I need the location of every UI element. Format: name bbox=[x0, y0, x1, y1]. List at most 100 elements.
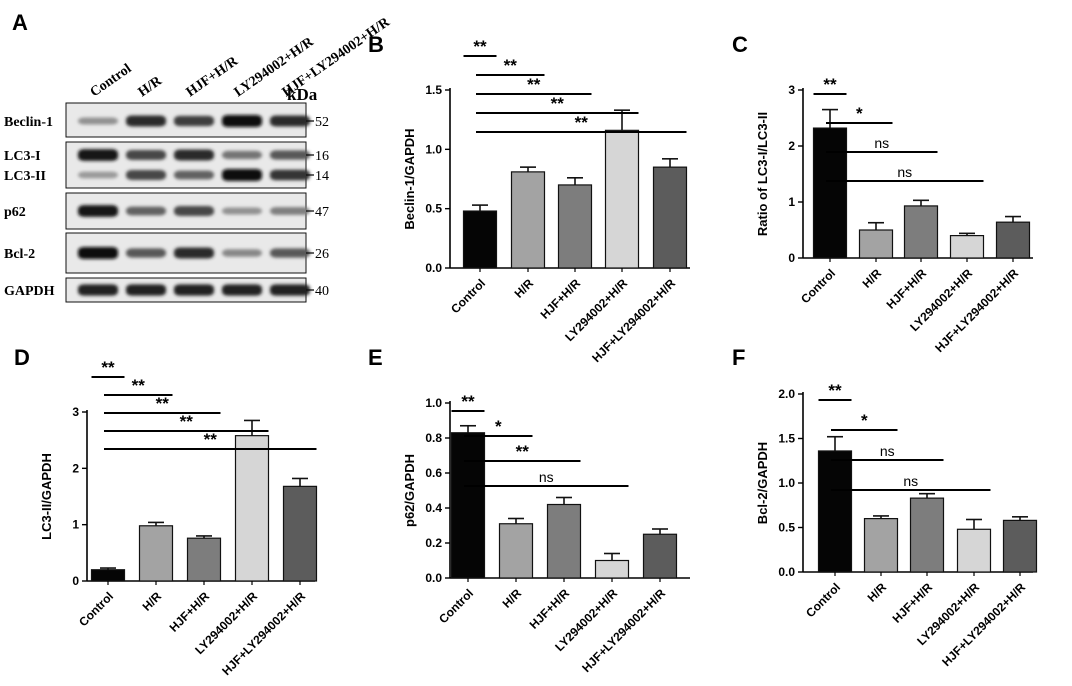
bar bbox=[956, 528, 992, 573]
blot-band bbox=[126, 150, 166, 160]
panel-label-a: A bbox=[12, 10, 28, 35]
blot-box bbox=[65, 141, 307, 189]
significance-label: * bbox=[856, 104, 863, 123]
x-tick-label: H/R bbox=[500, 586, 525, 611]
blot-band bbox=[222, 150, 262, 160]
x-tick-label: HJF+H/R bbox=[884, 266, 930, 312]
protein-label: LC3-I bbox=[4, 149, 41, 164]
blot-band bbox=[270, 207, 310, 215]
bar bbox=[594, 559, 630, 579]
panel-label-e: E bbox=[368, 345, 383, 370]
blot-band bbox=[222, 207, 262, 215]
blot-row: LC3-I LC3-II 16 14 bbox=[4, 141, 329, 189]
bar bbox=[858, 229, 894, 259]
blot-band bbox=[174, 247, 214, 259]
significance-label: ** bbox=[828, 381, 842, 400]
bar bbox=[90, 569, 126, 582]
blot-lane-labels: Control H/R HJF+H/RLY294002+H/RHJF+LY29400… bbox=[88, 14, 394, 100]
bar bbox=[557, 184, 593, 269]
blot-band bbox=[78, 284, 118, 296]
significance-label: ** bbox=[204, 430, 218, 449]
significance-label: ** bbox=[504, 56, 518, 75]
y-tick-label: 0.2 bbox=[425, 536, 442, 550]
protein-label: Bcl-2 bbox=[4, 247, 35, 262]
panel-label-d: D bbox=[14, 345, 30, 370]
significance-label: ** bbox=[575, 113, 589, 132]
blot-row: GAPDH 40 bbox=[4, 277, 329, 303]
lane-label: H/R bbox=[136, 73, 166, 100]
y-tick-label: 1 bbox=[72, 518, 79, 532]
blot-band bbox=[174, 170, 214, 180]
significance-label: ns bbox=[539, 469, 554, 485]
y-tick-label: 2 bbox=[788, 139, 795, 153]
y-tick-label: 0 bbox=[72, 574, 79, 588]
y-tick-label: 0.6 bbox=[425, 466, 442, 480]
significance-label: ns bbox=[897, 164, 912, 180]
x-tick-label: HJF+LY294002+H/R bbox=[932, 266, 1021, 355]
blot-band bbox=[126, 284, 166, 296]
y-tick-label: 1.0 bbox=[778, 476, 795, 490]
y-tick-label: 1 bbox=[788, 195, 795, 209]
blot-band bbox=[126, 170, 166, 180]
x-tick-label: HJF+LY294002+H/R bbox=[939, 580, 1028, 669]
significance-label: ** bbox=[473, 37, 487, 56]
significance-label: ** bbox=[461, 392, 475, 411]
bar bbox=[498, 523, 534, 579]
blot-row: Bcl-2 26 bbox=[4, 232, 329, 274]
significance-label: ** bbox=[516, 442, 530, 461]
blot-band bbox=[174, 115, 214, 127]
bar bbox=[903, 205, 939, 259]
blot-band bbox=[222, 284, 262, 296]
x-tick-label: H/R bbox=[860, 266, 885, 291]
protein-label: GAPDH bbox=[4, 284, 55, 299]
y-tick-label: 1.5 bbox=[425, 83, 442, 97]
y-axis-label: p62/GAPDH bbox=[402, 454, 417, 527]
y-axis-label: LC3-II/GAPDH bbox=[39, 453, 54, 540]
significance-label: ** bbox=[132, 376, 146, 395]
bar bbox=[817, 450, 853, 573]
significance-label: ** bbox=[823, 75, 837, 94]
bar bbox=[949, 235, 985, 259]
y-tick-label: 0.0 bbox=[778, 565, 795, 579]
kda-label: kDa bbox=[287, 85, 318, 104]
x-tick-label: HJF+LY294002+H/R bbox=[589, 276, 678, 365]
blot-band bbox=[126, 206, 166, 216]
lane-label: HJF+H/R bbox=[184, 53, 242, 100]
y-tick-label: 3 bbox=[788, 83, 795, 97]
blot-band bbox=[270, 284, 310, 296]
significance-label: ** bbox=[101, 358, 115, 377]
y-tick-label: 3 bbox=[72, 405, 79, 419]
blot-band bbox=[270, 150, 310, 160]
bar bbox=[812, 127, 848, 259]
panel-label-b: B bbox=[368, 32, 384, 57]
x-tick-label: Control bbox=[448, 276, 488, 316]
x-tick-label: Control bbox=[76, 589, 116, 629]
blot-band bbox=[78, 247, 118, 259]
y-tick-label: 0.5 bbox=[778, 521, 795, 535]
protein-label: Beclin-1 bbox=[4, 115, 53, 130]
bar bbox=[546, 503, 582, 579]
blot-band bbox=[270, 115, 310, 127]
bar bbox=[909, 497, 945, 573]
y-tick-label: 0.8 bbox=[425, 431, 442, 445]
y-tick-label: 1.5 bbox=[778, 432, 795, 446]
bar bbox=[652, 166, 688, 269]
y-axis-label: Bcl-2/GAPDH bbox=[755, 442, 770, 524]
bar bbox=[642, 533, 678, 579]
blot-band bbox=[78, 149, 118, 161]
significance-label: ** bbox=[551, 94, 565, 113]
kda-marker: 52 bbox=[315, 115, 329, 130]
kda-marker: 14 bbox=[315, 169, 329, 184]
x-tick-label: HJF+H/R bbox=[538, 276, 584, 322]
bar bbox=[995, 221, 1031, 259]
blot-band bbox=[78, 117, 118, 125]
bar bbox=[462, 210, 498, 269]
blot-band bbox=[174, 206, 214, 216]
y-axis-label: Ratio of LC3-I/LC3-II bbox=[755, 112, 770, 236]
x-tick-label: HJF+H/R bbox=[167, 589, 213, 635]
blot-rows: Beclin-1 52 LC3-I LC3-II 16 14 p62 47 Bcl-2 26 GAP… bbox=[4, 102, 329, 303]
y-tick-label: 1.0 bbox=[425, 142, 442, 156]
